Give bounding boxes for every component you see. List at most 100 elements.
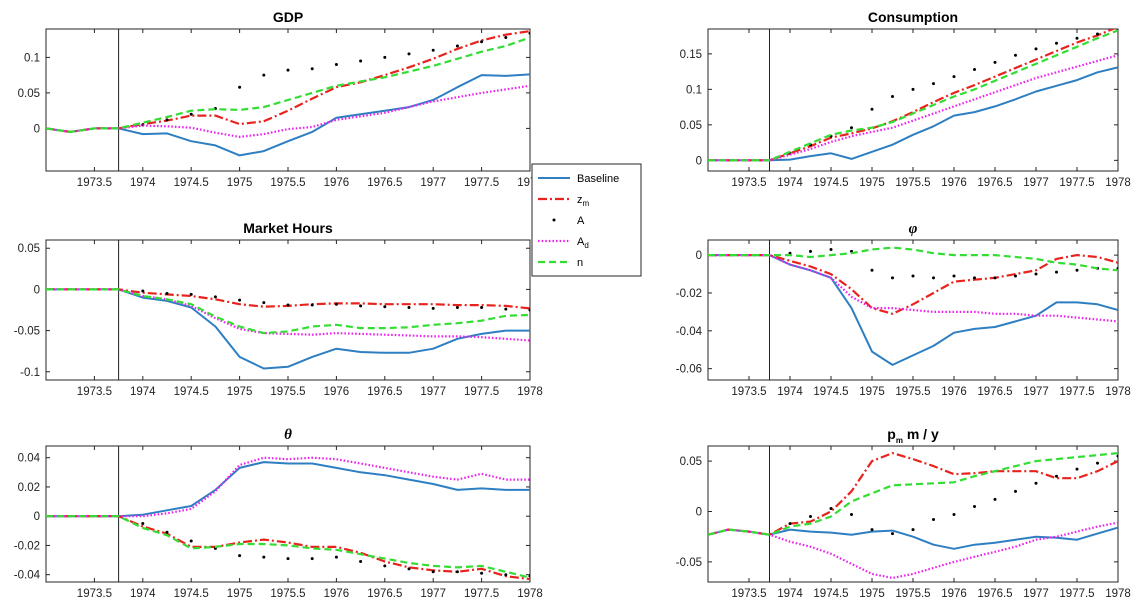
series-a-points bbox=[141, 289, 530, 312]
x-tick-label: 1974 bbox=[130, 177, 156, 189]
legend-label: Ad bbox=[577, 236, 589, 250]
legend: Baseline zm A Ad n bbox=[531, 163, 642, 277]
x-tick-label: 1976.5 bbox=[367, 386, 402, 398]
legend-box bbox=[531, 163, 642, 277]
data-point bbox=[850, 126, 853, 130]
x-tick-label: 1977.5 bbox=[464, 177, 499, 189]
x-tick-label: 1974 bbox=[130, 386, 156, 398]
plot-frame bbox=[707, 445, 1119, 583]
data-point bbox=[286, 68, 290, 72]
y-tick-label: -0.04 bbox=[14, 570, 41, 582]
x-tick-label: 1974.5 bbox=[174, 177, 209, 189]
y-tick-label: 0.05 bbox=[18, 88, 40, 100]
data-point bbox=[334, 302, 338, 306]
data-point bbox=[407, 567, 411, 571]
series-baseline-line bbox=[46, 73, 530, 157]
data-point bbox=[480, 40, 484, 44]
panel-title: Market Hours bbox=[243, 220, 333, 236]
series-group bbox=[46, 288, 530, 370]
y-tick-label: 0.1 bbox=[686, 84, 702, 96]
series-group bbox=[46, 30, 530, 157]
data-point bbox=[286, 557, 290, 561]
data-point bbox=[1055, 270, 1058, 274]
data-point bbox=[455, 570, 459, 574]
x-tick-label: 1975 bbox=[227, 386, 253, 398]
series-n-line bbox=[708, 29, 1118, 162]
x-tick-label: 1976.5 bbox=[367, 588, 402, 600]
legend-label: zm bbox=[577, 194, 590, 208]
data-point bbox=[952, 274, 956, 278]
data-point bbox=[262, 301, 266, 305]
x-tick-label: 1975 bbox=[859, 177, 885, 189]
data-point bbox=[973, 504, 976, 508]
data-point bbox=[189, 539, 193, 543]
y-tick-label: 0 bbox=[34, 123, 40, 135]
x-tick-label: 1977 bbox=[1023, 588, 1049, 600]
series-n-line bbox=[46, 288, 530, 335]
data-point bbox=[455, 306, 459, 310]
data-point bbox=[238, 298, 242, 302]
data-point bbox=[480, 571, 484, 575]
panel-1: 0 0.05 0.1 1973.5 1974 1974.5 1975 1975.5 1976 19… bbox=[18, 9, 543, 189]
x-tick-label: 1976 bbox=[941, 386, 967, 398]
data-point bbox=[165, 118, 169, 122]
data-point bbox=[238, 85, 242, 89]
series-a-points bbox=[141, 31, 530, 127]
x-tick-label: 1974.5 bbox=[813, 177, 848, 189]
data-point bbox=[383, 305, 387, 309]
y-tick-label: -0.05 bbox=[14, 326, 40, 338]
x-tick-label: 1977 bbox=[1023, 177, 1049, 189]
x-tick-label: 1977 bbox=[1023, 386, 1049, 398]
data-point bbox=[1055, 41, 1058, 45]
x-tick-label: 1975 bbox=[859, 386, 885, 398]
data-point bbox=[870, 107, 874, 111]
x-tick-label: 1973.5 bbox=[77, 386, 112, 398]
data-point bbox=[1034, 47, 1038, 51]
x-tick-label: 1975.5 bbox=[895, 386, 930, 398]
data-point bbox=[431, 570, 435, 574]
data-point bbox=[1055, 474, 1058, 478]
x-tick-label: 1977 bbox=[420, 177, 446, 189]
series-a-d-line bbox=[46, 456, 530, 518]
data-point bbox=[1096, 32, 1099, 36]
data-point bbox=[238, 554, 242, 558]
x-tick-label: 1973.5 bbox=[731, 588, 766, 600]
y-tick-label: 0.02 bbox=[18, 482, 40, 494]
y-tick-label: -0.04 bbox=[676, 326, 703, 338]
data-point bbox=[1014, 274, 1017, 278]
x-tick-label: 1973.5 bbox=[731, 386, 766, 398]
x-tick-label: 1974 bbox=[777, 588, 803, 600]
y-tick-label: -0.1 bbox=[20, 367, 40, 379]
x-tick-label: 1976 bbox=[324, 177, 350, 189]
data-point bbox=[189, 292, 193, 296]
data-point bbox=[891, 94, 894, 98]
data-point bbox=[1014, 489, 1017, 493]
x-tick-label: 1975.5 bbox=[895, 588, 930, 600]
data-point bbox=[262, 73, 266, 77]
y-tick-label: 0 bbox=[34, 284, 40, 296]
data-point bbox=[334, 63, 338, 66]
data-point bbox=[1116, 454, 1118, 458]
series-group bbox=[708, 452, 1118, 580]
series-a-d-line bbox=[708, 521, 1118, 580]
y-tick-label: 0.04 bbox=[18, 453, 41, 465]
x-tick-label: 1975.5 bbox=[270, 177, 305, 189]
y-tick-label: 0 bbox=[696, 250, 702, 262]
x-tick-label: 1974 bbox=[130, 588, 156, 600]
x-tick-label: 1973.5 bbox=[77, 177, 112, 189]
data-point bbox=[383, 564, 387, 568]
panel-title: θ bbox=[284, 427, 292, 443]
data-point bbox=[528, 308, 530, 312]
data-point bbox=[528, 31, 530, 35]
panel-title: pm m / y bbox=[887, 426, 939, 445]
data-point bbox=[973, 67, 976, 71]
x-tick-label: 1978 bbox=[1105, 177, 1131, 189]
data-point bbox=[870, 528, 874, 532]
plot-frame bbox=[45, 239, 531, 381]
y-tick-label: 0 bbox=[34, 511, 40, 523]
x-tick-label: 1976 bbox=[941, 177, 967, 189]
series-group bbox=[46, 456, 530, 581]
data-point bbox=[480, 306, 484, 310]
x-tick-label: 1973.5 bbox=[731, 177, 766, 189]
x-tick-label: 1977.5 bbox=[1059, 588, 1094, 600]
